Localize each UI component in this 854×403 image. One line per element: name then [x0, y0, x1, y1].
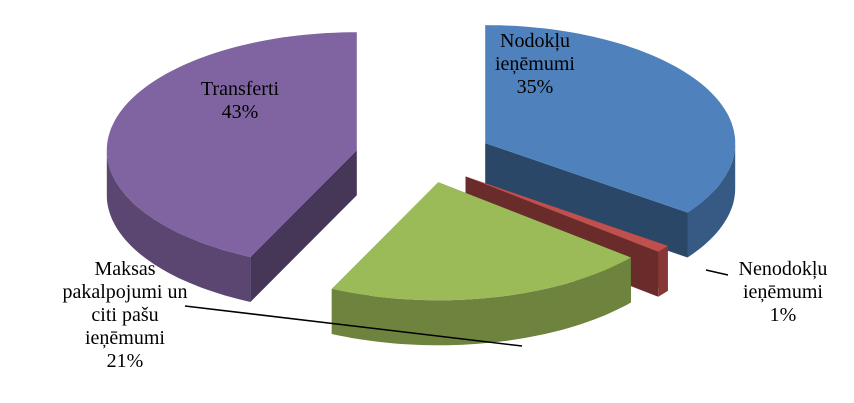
data-label: Nodokļu ieņēmumi 35% [475, 30, 595, 99]
data-label: Transferti 43% [175, 78, 305, 124]
slice [331, 182, 631, 346]
slice-face [250, 150, 357, 302]
slice-face [485, 143, 688, 258]
value-label: 1% [769, 304, 797, 326]
data-label: Maksas pakalpojumi un citi pašu ieņēmumi… [50, 258, 200, 373]
category-label: Nodokļu ieņēmumi [495, 30, 575, 75]
slice-top [485, 25, 736, 213]
slice-top [331, 182, 631, 301]
category-label: Nenodokļu ieņēmumi [738, 258, 828, 303]
category-label: Maksas pakalpojumi un citi pašu ieņēmumi [62, 258, 188, 349]
slice [106, 32, 357, 302]
slice-side [687, 143, 736, 258]
slice-side [658, 245, 668, 297]
leader-line [705, 269, 729, 276]
slice [485, 25, 736, 258]
slice-side [106, 150, 251, 302]
data-label: Nenodokļu ieņēmumi 1% [718, 258, 848, 327]
value-label: 21% [106, 350, 144, 372]
slice-top [106, 32, 357, 258]
leader-line [184, 305, 523, 347]
value-label: 35% [516, 76, 554, 98]
category-label: Transferti [200, 78, 280, 100]
slice-side [331, 257, 631, 346]
value-label: 43% [221, 101, 259, 123]
slice-top [465, 176, 668, 252]
